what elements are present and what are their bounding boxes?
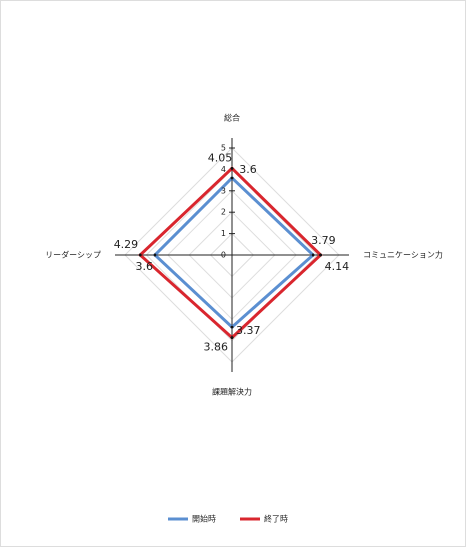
data-point <box>153 253 157 257</box>
category-label: コミュニケーション力 <box>363 250 443 260</box>
legend-label: 開始時 <box>192 514 216 524</box>
data-label: 3.6 <box>135 260 153 273</box>
data-point <box>230 336 234 340</box>
data-label: 3.86 <box>204 341 229 354</box>
category-label: リーダーシップ <box>45 250 101 260</box>
tick-label: 4 <box>221 165 226 174</box>
data-label: 4.05 <box>208 151 233 164</box>
category-label: 総合 <box>224 113 240 123</box>
tick-label: 3 <box>221 186 226 195</box>
category-label: 課題解決力 <box>212 387 252 397</box>
data-point <box>319 253 323 257</box>
tick-label: 0 <box>221 251 226 260</box>
tick-label: 1 <box>221 229 226 238</box>
data-label: 3.37 <box>236 324 261 337</box>
data-point <box>230 325 234 329</box>
data-point <box>311 253 315 257</box>
data-label: 3.79 <box>311 234 336 247</box>
tick-label: 2 <box>221 208 226 217</box>
marks-layer <box>137 166 323 340</box>
data-label: 4.14 <box>325 260 350 273</box>
tick-label: 5 <box>221 144 226 153</box>
data-point <box>138 253 142 257</box>
legend-label: 終了時 <box>264 514 288 524</box>
data-point <box>230 176 234 180</box>
data-label: 3.6 <box>239 163 257 176</box>
data-point <box>230 166 234 170</box>
data-label: 4.29 <box>114 238 139 251</box>
